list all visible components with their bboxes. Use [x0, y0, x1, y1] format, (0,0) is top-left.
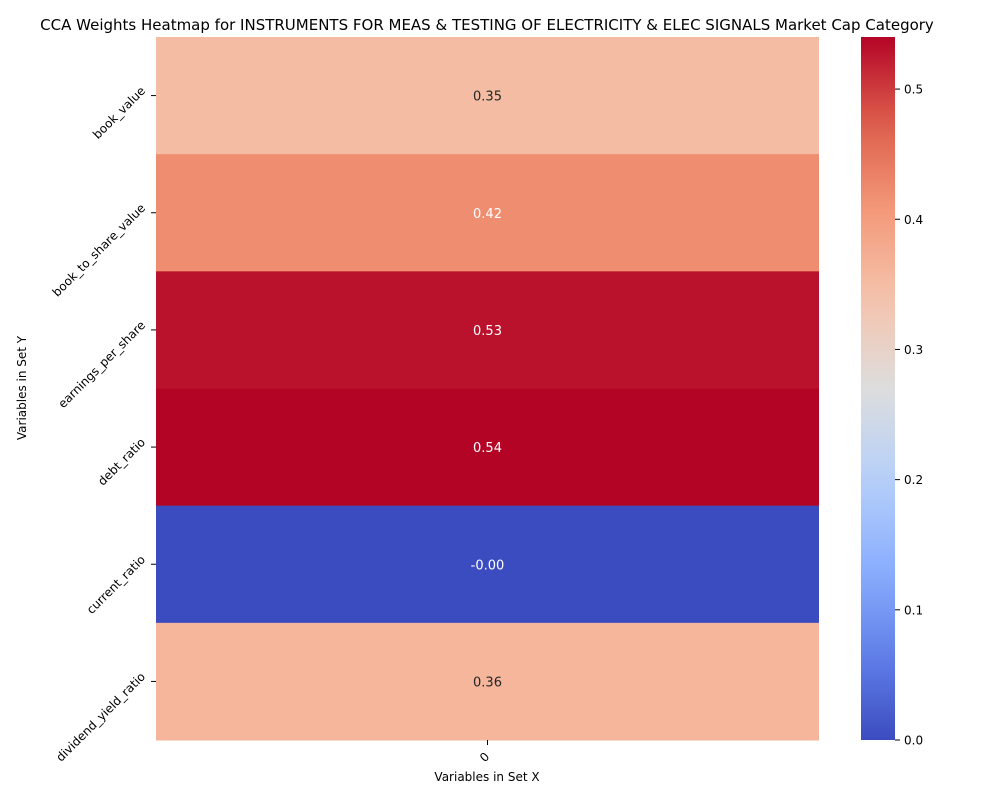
- x-axis: 0: [477, 740, 492, 765]
- heatmap-cell: [156, 271, 819, 389]
- colorbar-tick-label: 0.4: [904, 213, 923, 227]
- heatmap-cell: [156, 154, 819, 272]
- colorbar-tick-label: 0.1: [904, 603, 923, 617]
- y-tick-label: earnings_per_share: [55, 318, 148, 411]
- heatmap-cell: [156, 505, 819, 624]
- y-tick-label: book_value: [90, 84, 148, 142]
- y-tick-label: debt_ratio: [95, 435, 148, 488]
- cell-value-label: 0.54: [473, 441, 502, 456]
- colorbar: 0.0 0.1 0.2 0.3 0.4 0.5: [861, 37, 923, 748]
- y-tick-label: dividend_yield_ratio: [53, 670, 148, 765]
- heatmap-cells: [156, 37, 819, 741]
- colorbar-tick-label: 0.3: [904, 343, 923, 357]
- y-tick-label: current_ratio: [84, 552, 148, 616]
- colorbar-tick-label: 0.5: [904, 83, 923, 97]
- x-tick-label: 0: [477, 750, 492, 765]
- cell-value-label: 0.42: [473, 207, 502, 222]
- cell-value-label: -0.00: [471, 558, 505, 573]
- heatmap-cell: [156, 622, 819, 741]
- x-axis-label: Variables in Set X: [434, 770, 539, 784]
- y-tick-label: book_to_share_value: [50, 201, 149, 300]
- heatmap-cell-labels: 0.35 0.42 0.53 0.54 -0.00 0.36: [471, 90, 505, 691]
- cell-value-label: 0.53: [473, 324, 502, 339]
- y-axis-label: Variables in Set Y: [15, 335, 29, 440]
- colorbar-tick-label: 0.2: [904, 473, 923, 487]
- cell-value-label: 0.36: [473, 675, 502, 690]
- heatmap-cell: [156, 37, 819, 155]
- cell-value-label: 0.35: [473, 90, 502, 105]
- chart-title: CCA Weights Heatmap for INSTRUMENTS FOR …: [40, 16, 934, 34]
- colorbar-tick-label: 0.0: [904, 734, 923, 748]
- heatmap-cell: [156, 388, 819, 507]
- colorbar-gradient: [861, 37, 895, 740]
- y-axis: book_value book_to_share_value earnings_pe…: [50, 84, 156, 765]
